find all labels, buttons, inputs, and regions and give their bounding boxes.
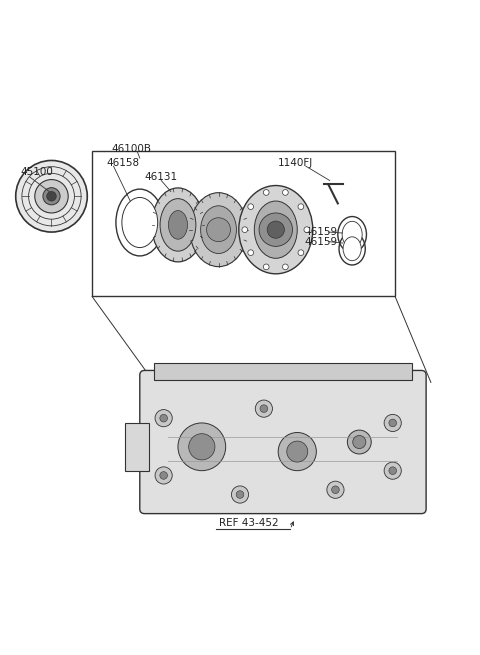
Text: 46159: 46159 xyxy=(304,227,337,237)
Ellipse shape xyxy=(152,188,204,262)
Circle shape xyxy=(189,434,215,460)
Bar xyxy=(125,423,149,471)
Circle shape xyxy=(389,467,396,474)
Circle shape xyxy=(259,213,292,246)
Text: REF 43-452: REF 43-452 xyxy=(218,518,278,528)
Circle shape xyxy=(327,481,344,498)
Circle shape xyxy=(248,204,253,210)
Circle shape xyxy=(248,250,253,255)
Ellipse shape xyxy=(160,198,196,251)
Circle shape xyxy=(283,189,288,195)
Circle shape xyxy=(264,264,269,270)
Ellipse shape xyxy=(239,185,313,274)
Circle shape xyxy=(35,179,68,213)
Circle shape xyxy=(264,189,269,195)
Text: 46158: 46158 xyxy=(107,158,140,168)
Circle shape xyxy=(267,221,284,238)
Text: 46100B: 46100B xyxy=(111,143,151,153)
Circle shape xyxy=(231,486,249,503)
Text: 1140FJ: 1140FJ xyxy=(278,158,313,168)
Ellipse shape xyxy=(122,197,157,248)
Circle shape xyxy=(260,405,268,413)
Text: 46159: 46159 xyxy=(304,236,337,246)
Circle shape xyxy=(236,491,244,498)
Ellipse shape xyxy=(342,221,362,248)
Circle shape xyxy=(206,217,230,242)
Bar xyxy=(154,364,412,380)
Circle shape xyxy=(178,423,226,471)
Circle shape xyxy=(283,264,288,270)
Circle shape xyxy=(298,250,304,255)
Circle shape xyxy=(43,188,60,205)
Ellipse shape xyxy=(343,237,361,261)
Ellipse shape xyxy=(201,206,237,253)
Circle shape xyxy=(155,467,172,484)
Circle shape xyxy=(384,415,401,432)
Circle shape xyxy=(353,436,366,449)
Circle shape xyxy=(47,191,56,201)
Circle shape xyxy=(255,400,273,417)
Circle shape xyxy=(298,204,304,210)
Text: 46131: 46131 xyxy=(144,172,178,182)
Circle shape xyxy=(16,160,87,232)
Ellipse shape xyxy=(254,201,297,258)
Text: 45100: 45100 xyxy=(21,168,53,178)
Circle shape xyxy=(332,486,339,494)
Circle shape xyxy=(278,432,316,471)
Circle shape xyxy=(348,430,371,454)
Circle shape xyxy=(155,409,172,427)
Ellipse shape xyxy=(168,210,188,239)
Circle shape xyxy=(304,227,310,233)
FancyBboxPatch shape xyxy=(140,371,426,514)
Circle shape xyxy=(287,441,308,462)
Circle shape xyxy=(160,415,168,422)
Bar xyxy=(92,151,395,297)
Circle shape xyxy=(389,419,396,427)
Circle shape xyxy=(242,227,248,233)
Ellipse shape xyxy=(190,193,247,267)
Circle shape xyxy=(384,462,401,479)
Circle shape xyxy=(160,472,168,479)
